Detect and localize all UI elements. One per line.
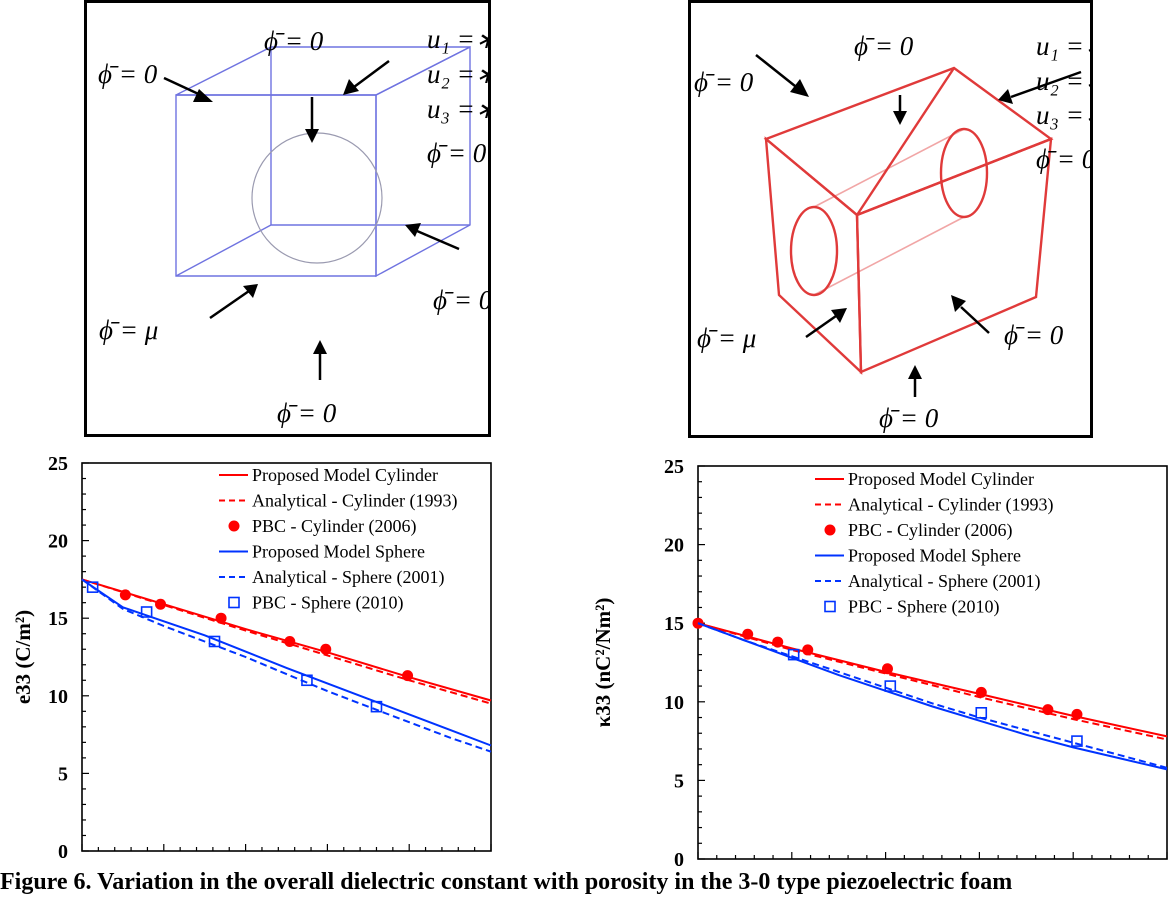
legend-label: Analytical - Sphere (2001) [252, 567, 444, 588]
plot-frame [697, 465, 1168, 860]
data-point-square [86, 581, 99, 593]
data-point-circle [975, 686, 987, 698]
legend-swatch [824, 524, 836, 536]
legend-label: Proposed Model Sphere [848, 546, 1021, 566]
data-point-circle [215, 612, 227, 624]
diagram-sphere-panel: ϕ̄ = 0 ϕ̄ = 0 u₁ =∗ u₂ =∗ u₃ =∗ ϕ̄ = 0 ϕ… [84, 0, 498, 437]
label-phi-mu: ϕ̄ = μ [99, 315, 158, 345]
legend-label: Analytical - Cylinder (1993) [252, 491, 457, 512]
y-tick-label: 25 [664, 456, 684, 478]
series-line [81, 578, 492, 753]
boundary-labels: ϕ̄ = 0 ϕ̄ = 0 u₁ =∗ u₂ =∗ u₃ =∗ ϕ̄ = 0 ϕ… [98, 24, 498, 428]
label-phi-mu: ϕ̄ = μ [697, 323, 756, 353]
legend-label: Proposed Model Sphere [252, 542, 425, 562]
label-phi-bottom: ϕ̄ = 0 [879, 403, 939, 433]
label-u3: u₃ =∗ [427, 94, 488, 124]
label-phi-left: ϕ̄ = 0 [694, 67, 754, 97]
legend-label: Analytical - Sphere (2001) [848, 571, 1040, 592]
y-tick-label: 25 [48, 453, 68, 475]
label-phi-mid-right: ϕ̄ = 0 [1004, 320, 1064, 350]
diagram-cylinder-panel: ϕ̄ = 0 ϕ̄ = 0 u₁ =∗ u₂ =∗ u₃ =∗ ϕ̄ = 0 ϕ… [688, 0, 1107, 438]
label-u1: u₁ =∗ [1036, 31, 1090, 61]
data-point-circle [155, 598, 167, 610]
cube-sphere-diagram: ϕ̄ = 0 ϕ̄ = 0 u₁ =∗ u₂ =∗ u₃ =∗ ϕ̄ = 0 ϕ… [98, 24, 498, 428]
data-point-circle [742, 628, 754, 640]
data-point-circle [1071, 708, 1083, 720]
label-u1: u₁ =∗ [427, 24, 488, 54]
x-tick-label: 0 [77, 866, 87, 868]
legend-label: PBC - Cylinder (2006) [848, 520, 1013, 541]
y-axis-label: κ33 (nC²/Nm²) [591, 598, 615, 728]
boundary-labels: ϕ̄ = 0 ϕ̄ = 0 u₁ =∗ u₂ =∗ u₃ =∗ ϕ̄ = 0 ϕ… [694, 31, 1107, 433]
data-point-circle [402, 670, 414, 682]
plot-frame [81, 462, 492, 852]
data-point-square [1071, 735, 1083, 747]
data-point-circle [1042, 704, 1054, 716]
y-tick-label: 20 [664, 535, 684, 557]
series-line [697, 622, 1168, 741]
data-point-circle [119, 589, 131, 601]
y-tick-label: 10 [48, 686, 68, 708]
cube-wireframe [763, 66, 1054, 375]
data-point-square [301, 674, 313, 687]
label-phi-right: ϕ̄ = 0 [427, 138, 487, 168]
data-point-square [975, 707, 988, 719]
data-point-square [884, 680, 897, 692]
x-tick-label: 0.1 [151, 866, 176, 868]
cube-cylinder-diagram: ϕ̄ = 0 ϕ̄ = 0 u₁ =∗ u₂ =∗ u₃ =∗ ϕ̄ = 0 ϕ… [694, 31, 1107, 433]
label-u2: u₂ =∗ [427, 59, 488, 89]
data-point-circle [772, 636, 784, 648]
x-tick-label: 0.3 [315, 866, 340, 868]
x-tick-label: 0.5 [479, 866, 504, 868]
y-tick-label: 5 [58, 763, 68, 785]
x-tick-label: 0.2 [233, 866, 258, 868]
legend-label: Proposed Model Cylinder [848, 469, 1034, 489]
label-phi-top: ϕ̄ = 0 [854, 31, 914, 61]
y-tick-label: 20 [48, 531, 68, 553]
label-phi-mid-right: ϕ̄ = 0 [433, 285, 488, 315]
data-point-square [370, 700, 383, 713]
legend-label: PBC - Sphere (2010) [848, 597, 1000, 618]
series-line [697, 622, 1168, 738]
arrows [163, 59, 460, 380]
label-phi-right: ϕ̄ = 0 [1036, 144, 1090, 174]
y-tick-label: 0 [674, 849, 684, 868]
chart-e33: 0 5 10 15 20 25 0 0.1 0.2 0.3 0.4 0.5 e33 (C/m²) Prop… [11, 453, 504, 868]
y-tick-label: 15 [664, 613, 684, 635]
x-tick-label: 0.4 [397, 866, 422, 868]
data-point-square [787, 648, 800, 661]
label-phi-top: ϕ̄ = 0 [264, 26, 324, 56]
series-line [697, 622, 1168, 769]
legend-label: PBC - Sphere (2010) [252, 593, 404, 614]
data-point-square [140, 606, 153, 618]
figure-caption: Figure 6. Variation in the overall diele… [0, 869, 1013, 895]
label-phi-bottom: ϕ̄ = 0 [277, 398, 337, 428]
data-point-circle [284, 635, 296, 647]
y-tick-label: 0 [58, 841, 68, 863]
cube-wireframe [175, 45, 471, 278]
y-tick-label: 10 [664, 692, 684, 714]
y-tick-label: 15 [48, 608, 68, 630]
legend-label: Analytical - Cylinder (1993) [848, 495, 1053, 516]
y-axis-label: e33 (C/m²) [11, 610, 35, 704]
arrows [755, 54, 1082, 397]
legend-swatch [824, 600, 836, 613]
legend-swatch [228, 596, 240, 609]
data-point-circle [881, 663, 893, 675]
y-tick-label: 5 [674, 770, 684, 792]
data-point-circle [320, 643, 332, 655]
legend-label: Proposed Model Cylinder [252, 465, 438, 485]
label-u2: u₂ =∗ [1036, 66, 1090, 96]
legend-label: PBC - Cylinder (2006) [252, 516, 417, 537]
legend-swatch [228, 520, 240, 532]
data-point-circle [802, 644, 814, 656]
series-line [697, 622, 1168, 771]
label-u3: u₃ =∗ [1036, 100, 1090, 130]
data-point-square [208, 635, 221, 648]
label-phi-left: ϕ̄ = 0 [98, 59, 158, 89]
